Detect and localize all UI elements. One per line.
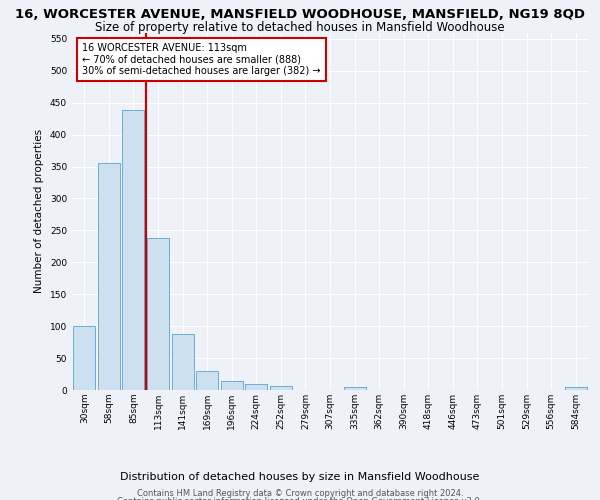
Bar bbox=[565, 387, 587, 390]
Bar bbox=[344, 387, 365, 390]
Text: 16, WORCESTER AVENUE, MANSFIELD WOODHOUSE, MANSFIELD, NG19 8QD: 16, WORCESTER AVENUE, MANSFIELD WOODHOUS… bbox=[15, 8, 585, 20]
Bar bbox=[245, 384, 268, 390]
Bar bbox=[98, 164, 120, 390]
Bar bbox=[221, 381, 243, 390]
Bar bbox=[270, 386, 292, 390]
Bar bbox=[565, 387, 587, 390]
Bar bbox=[270, 386, 292, 390]
Text: Distribution of detached houses by size in Mansfield Woodhouse: Distribution of detached houses by size … bbox=[121, 472, 479, 482]
Bar bbox=[147, 238, 169, 390]
Text: 16 WORCESTER AVENUE: 113sqm
← 70% of detached houses are smaller (888)
30% of se: 16 WORCESTER AVENUE: 113sqm ← 70% of det… bbox=[82, 43, 321, 76]
Bar bbox=[344, 387, 365, 390]
Bar bbox=[98, 164, 120, 390]
Bar bbox=[73, 326, 95, 390]
Bar bbox=[221, 381, 243, 390]
Text: Contains HM Land Registry data © Crown copyright and database right 2024.: Contains HM Land Registry data © Crown c… bbox=[137, 489, 463, 498]
Bar bbox=[73, 326, 95, 390]
Text: Size of property relative to detached houses in Mansfield Woodhouse: Size of property relative to detached ho… bbox=[95, 21, 505, 34]
Bar bbox=[122, 110, 145, 390]
Bar bbox=[147, 238, 169, 390]
Bar bbox=[172, 334, 194, 390]
Bar bbox=[245, 384, 268, 390]
Bar bbox=[122, 110, 145, 390]
Bar bbox=[172, 334, 194, 390]
Bar bbox=[196, 371, 218, 390]
Bar bbox=[196, 371, 218, 390]
Y-axis label: Number of detached properties: Number of detached properties bbox=[34, 129, 44, 294]
Text: Contains public sector information licensed under the Open Government Licence v3: Contains public sector information licen… bbox=[118, 496, 482, 500]
